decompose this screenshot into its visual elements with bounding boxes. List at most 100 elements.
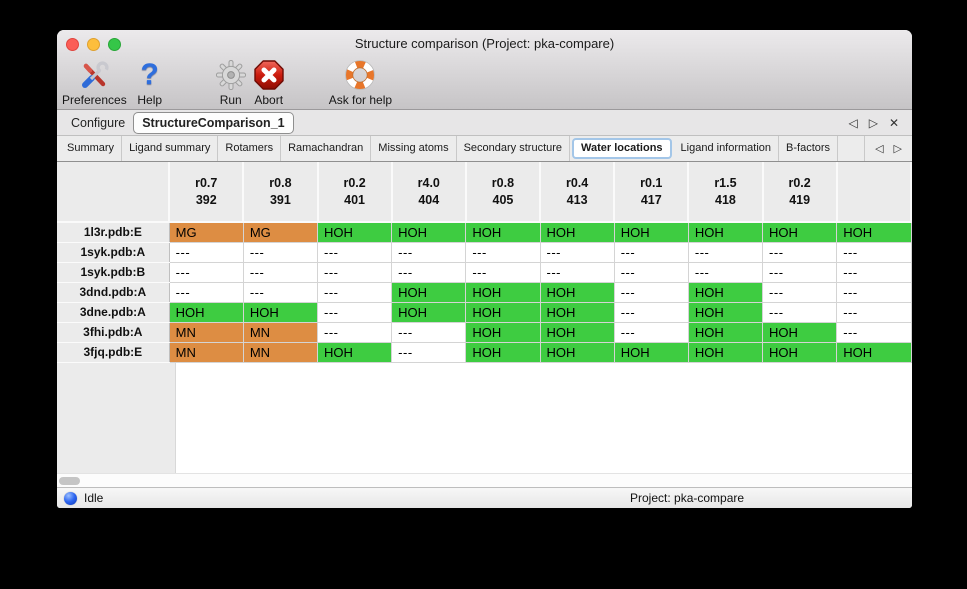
column-header[interactable]: r0.2 419 <box>762 162 838 223</box>
column-header[interactable]: r0.7 392 <box>169 162 245 223</box>
column-header[interactable]: r0.4 413 <box>540 162 616 223</box>
table-cell[interactable]: HOH <box>391 282 467 303</box>
toolbar-button-abort[interactable]: Abort <box>251 57 287 107</box>
row-header[interactable]: 3fhi.pdb:A <box>57 322 170 343</box>
column-header[interactable]: r0.2 401 <box>317 162 393 223</box>
table-cell[interactable]: --- <box>391 262 467 283</box>
table-cell[interactable]: --- <box>243 262 319 283</box>
table-cell[interactable]: --- <box>540 242 615 263</box>
subtab-secondary-structure[interactable]: Secondary structure <box>457 136 571 161</box>
table-cell[interactable]: --- <box>614 262 689 283</box>
table-cell[interactable]: HOH <box>465 222 541 243</box>
table-cell[interactable]: HOH <box>688 342 764 363</box>
tab-configure[interactable]: Configure <box>71 115 126 130</box>
table-cell[interactable]: HOH <box>762 322 838 343</box>
table-cell[interactable]: --- <box>317 302 393 323</box>
table-cell[interactable]: --- <box>317 322 393 343</box>
subtab-b-factors[interactable]: B-factors <box>779 136 839 161</box>
table-cell[interactable]: --- <box>836 242 912 263</box>
row-header[interactable]: 3dne.pdb:A <box>57 302 170 323</box>
table-cell[interactable]: --- <box>540 262 615 283</box>
scroll-left-icon[interactable]: ◁ <box>848 115 858 130</box>
subtab-water-locations[interactable]: Water locations <box>572 138 672 159</box>
subtab-ramachandran[interactable]: Ramachandran <box>281 136 372 161</box>
table-cell[interactable]: HOH <box>836 222 912 243</box>
table-cell[interactable]: --- <box>169 282 244 303</box>
subtab-missing-atoms[interactable]: Missing atoms <box>371 136 457 161</box>
close-icon[interactable]: ✕ <box>888 115 899 130</box>
titlebar[interactable]: Structure comparison (Project: pka-compa… <box>57 30 912 56</box>
subtab-summary[interactable]: Summary <box>60 136 123 161</box>
zoom-window-button[interactable] <box>108 38 121 51</box>
subtab-rotamers[interactable]: Rotamers <box>218 136 282 161</box>
column-header[interactable]: r0.1 417 <box>614 162 690 223</box>
scroll-left-icon[interactable]: ◁ <box>875 143 884 155</box>
table-cell[interactable]: --- <box>614 242 689 263</box>
column-header[interactable] <box>836 162 912 223</box>
table-cell[interactable]: HOH <box>317 342 393 363</box>
table-cell[interactable]: HOH <box>465 322 541 343</box>
scroll-right-icon[interactable]: ▷ <box>868 115 878 130</box>
table-cell[interactable]: --- <box>465 242 541 263</box>
table-cell[interactable]: HOH <box>465 282 541 303</box>
close-window-button[interactable] <box>66 38 79 51</box>
table-cell[interactable]: --- <box>762 262 838 283</box>
table-cell[interactable]: --- <box>391 342 467 363</box>
toolbar-button-ask-for-help[interactable]: Ask for help <box>329 57 392 107</box>
table-cell[interactable]: HOH <box>688 302 764 323</box>
table-cell[interactable]: --- <box>614 302 689 323</box>
row-header[interactable]: 1syk.pdb:A <box>57 242 170 263</box>
table-cell[interactable]: HOH <box>762 222 838 243</box>
tab-structurecomparison-1[interactable]: StructureComparison_1 <box>133 111 294 134</box>
toolbar-button-run[interactable]: Run <box>213 57 249 107</box>
table-cell[interactable]: MN <box>243 342 319 363</box>
table-cell[interactable]: --- <box>169 242 244 263</box>
table-cell[interactable]: --- <box>836 322 912 343</box>
table-cell[interactable]: --- <box>688 242 764 263</box>
table-cell[interactable]: MN <box>169 342 244 363</box>
table-cell[interactable]: --- <box>243 242 319 263</box>
table-cell[interactable]: HOH <box>540 322 615 343</box>
table-cell[interactable]: HOH <box>688 222 764 243</box>
row-header[interactable]: 3dnd.pdb:A <box>57 282 170 303</box>
table-cell[interactable]: HOH <box>391 222 467 243</box>
table-cell[interactable]: HOH <box>465 302 541 323</box>
table-cell[interactable]: HOH <box>688 282 764 303</box>
table-cell[interactable]: --- <box>317 282 393 303</box>
table-cell[interactable]: HOH <box>317 222 393 243</box>
table-cell[interactable]: --- <box>762 282 838 303</box>
table-cell[interactable]: MG <box>169 222 244 243</box>
scrollbar-thumb[interactable] <box>59 477 80 485</box>
table-cell[interactable]: --- <box>465 262 541 283</box>
toolbar-button-preferences[interactable]: Preferences <box>62 57 127 107</box>
table-cell[interactable]: --- <box>391 242 467 263</box>
column-header[interactable]: r1.5 418 <box>688 162 764 223</box>
column-header[interactable]: r4.0 404 <box>391 162 467 223</box>
toolbar-button-help[interactable]: ? Help <box>132 57 168 107</box>
table-cell[interactable]: HOH <box>762 342 838 363</box>
table-cell[interactable]: --- <box>614 282 689 303</box>
table-cell[interactable]: HOH <box>614 222 689 243</box>
table-cell[interactable]: --- <box>614 322 689 343</box>
table-cell[interactable]: --- <box>688 262 764 283</box>
table-cell[interactable]: --- <box>169 262 244 283</box>
column-header[interactable]: r0.8 405 <box>465 162 542 223</box>
table-cell[interactable]: --- <box>762 242 838 263</box>
row-header[interactable]: 1l3r.pdb:E <box>57 222 170 243</box>
table-cell[interactable]: MN <box>243 322 319 343</box>
table-cell[interactable]: HOH <box>391 302 467 323</box>
row-header[interactable]: 3fjq.pdb:E <box>57 342 170 363</box>
table-cell[interactable]: HOH <box>169 302 244 323</box>
horizontal-scrollbar[interactable] <box>57 473 912 487</box>
table-cell[interactable]: HOH <box>540 342 615 363</box>
minimize-window-button[interactable] <box>87 38 100 51</box>
table-cell[interactable]: HOH <box>540 222 615 243</box>
table-cell[interactable]: MN <box>169 322 244 343</box>
table-cell[interactable]: --- <box>391 322 467 343</box>
table-cell[interactable]: MG <box>243 222 319 243</box>
table-cell[interactable]: --- <box>317 262 393 283</box>
scroll-right-icon[interactable]: ▷ <box>893 143 902 155</box>
table-cell[interactable]: HOH <box>836 342 912 363</box>
subtab-ligand-information[interactable]: Ligand information <box>674 136 780 161</box>
table-cell[interactable]: --- <box>836 282 912 303</box>
